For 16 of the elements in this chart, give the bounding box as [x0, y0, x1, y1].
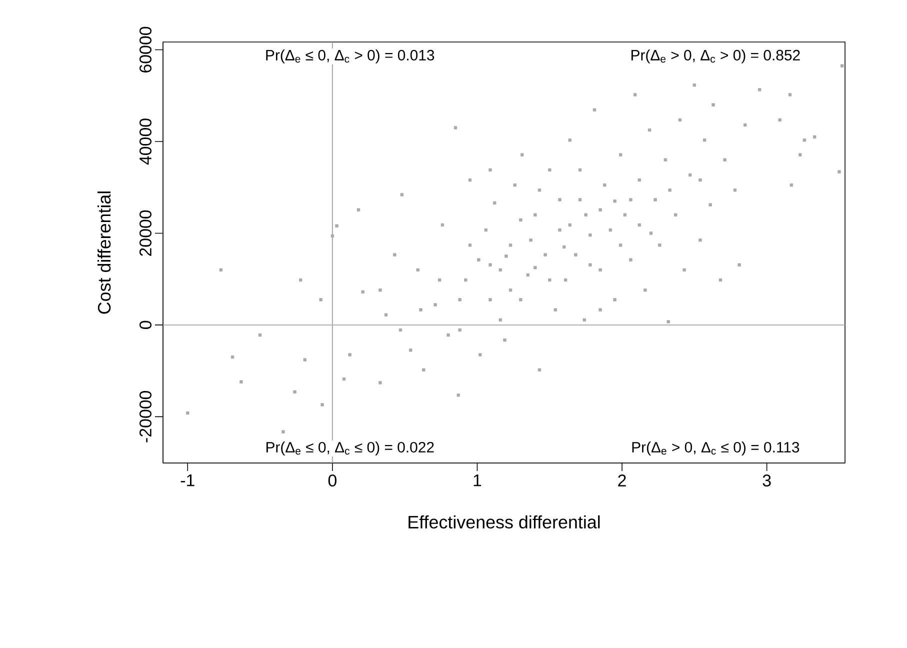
x-tick-label: 0 — [328, 474, 336, 486]
y-tick-label: 20000 — [139, 210, 152, 256]
annotation: Pr(Δ$_{e}$ ≤ 0, Δ$_{c}$ > 0) = 0.013 — [266, 49, 434, 64]
y-axis-title: Cost differential — [97, 192, 111, 314]
x-tick-label: 1 — [474, 474, 482, 486]
y-tick-label: 0 — [139, 320, 152, 329]
annotation: Pr(Δ$_{e}$ > 0, Δ$_{c}$ > 0) = 0.852 — [631, 49, 800, 64]
y-tick-label: 40000 — [139, 118, 152, 165]
y-tick-label: 60000 — [139, 26, 152, 72]
y-tick-label: -20000 — [139, 390, 152, 442]
annotation: Pr(Δ$_{e}$ ≤ 0, Δ$_{c}$ ≤ 0) = 0.022 — [266, 442, 434, 456]
x-axis-title: Effectiveness differential — [408, 515, 600, 528]
annotation: Pr(Δ$_{e}$ > 0, Δ$_{c}$ ≤ 0) = 0.113 — [632, 442, 800, 456]
x-tick-label: 3 — [762, 474, 771, 486]
x-tick-label: -1 — [180, 474, 194, 486]
x-tick-label: 2 — [618, 474, 626, 486]
